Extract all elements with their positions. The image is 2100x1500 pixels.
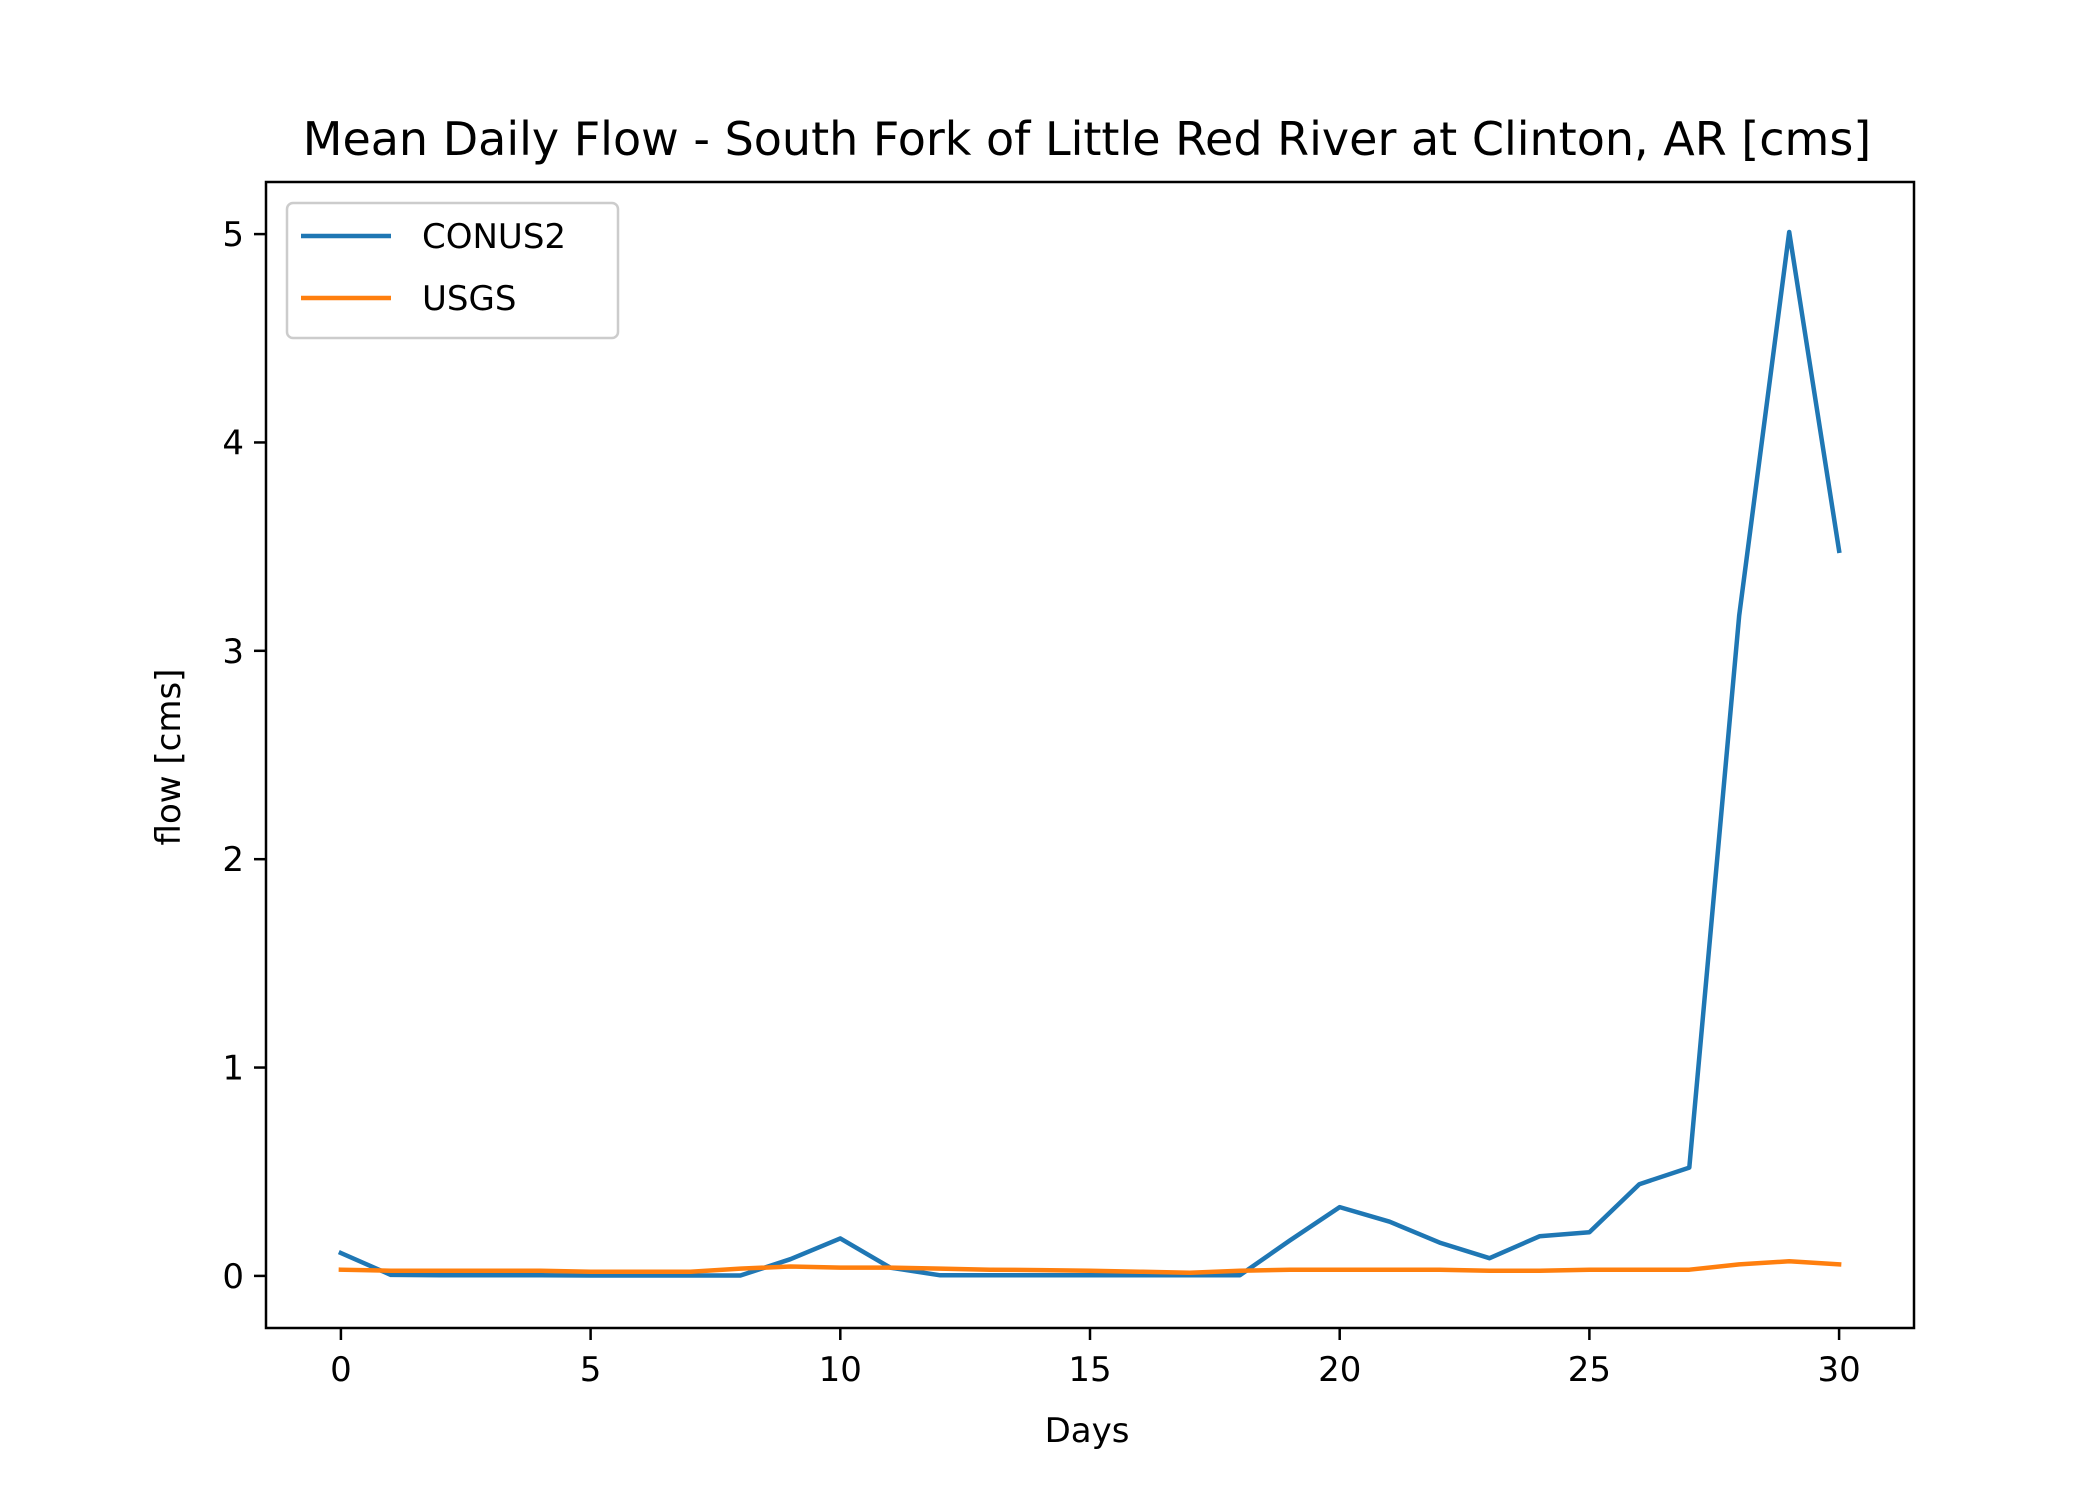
legend-label-conus2: CONUS2 bbox=[422, 217, 566, 257]
y-tick-label: 5 bbox=[222, 215, 244, 255]
plot-area bbox=[337, 229, 1842, 1278]
x-tick-label: 0 bbox=[330, 1350, 352, 1390]
chart-title: Mean Daily Flow - South Fork of Little R… bbox=[303, 112, 1872, 166]
y-axis-label: flow [cms] bbox=[149, 669, 189, 846]
x-tick-label: 10 bbox=[819, 1350, 862, 1390]
y-tick-label: 4 bbox=[222, 423, 244, 463]
series-line-usgs bbox=[338, 1259, 1842, 1276]
x-axis-label: Days bbox=[1045, 1411, 1130, 1451]
x-tick-label: 20 bbox=[1318, 1350, 1361, 1390]
series-line-conus2 bbox=[337, 229, 1842, 1278]
legend: CONUS2 USGS bbox=[285, 201, 620, 340]
x-tick-label: 15 bbox=[1068, 1350, 1111, 1390]
y-tick-label: 0 bbox=[222, 1257, 244, 1297]
y-tick-label: 3 bbox=[222, 632, 244, 672]
y-tick-label: 2 bbox=[222, 840, 244, 880]
x-tick-label: 25 bbox=[1568, 1350, 1611, 1390]
legend-label-usgs: USGS bbox=[422, 279, 516, 319]
x-tick-label: 5 bbox=[580, 1350, 602, 1390]
axes: 0 5 10 15 20 25 30 0 1 2 3 4 5 bbox=[222, 180, 1916, 1390]
y-tick-label: 1 bbox=[222, 1049, 244, 1089]
x-tick-label: 30 bbox=[1817, 1350, 1860, 1390]
